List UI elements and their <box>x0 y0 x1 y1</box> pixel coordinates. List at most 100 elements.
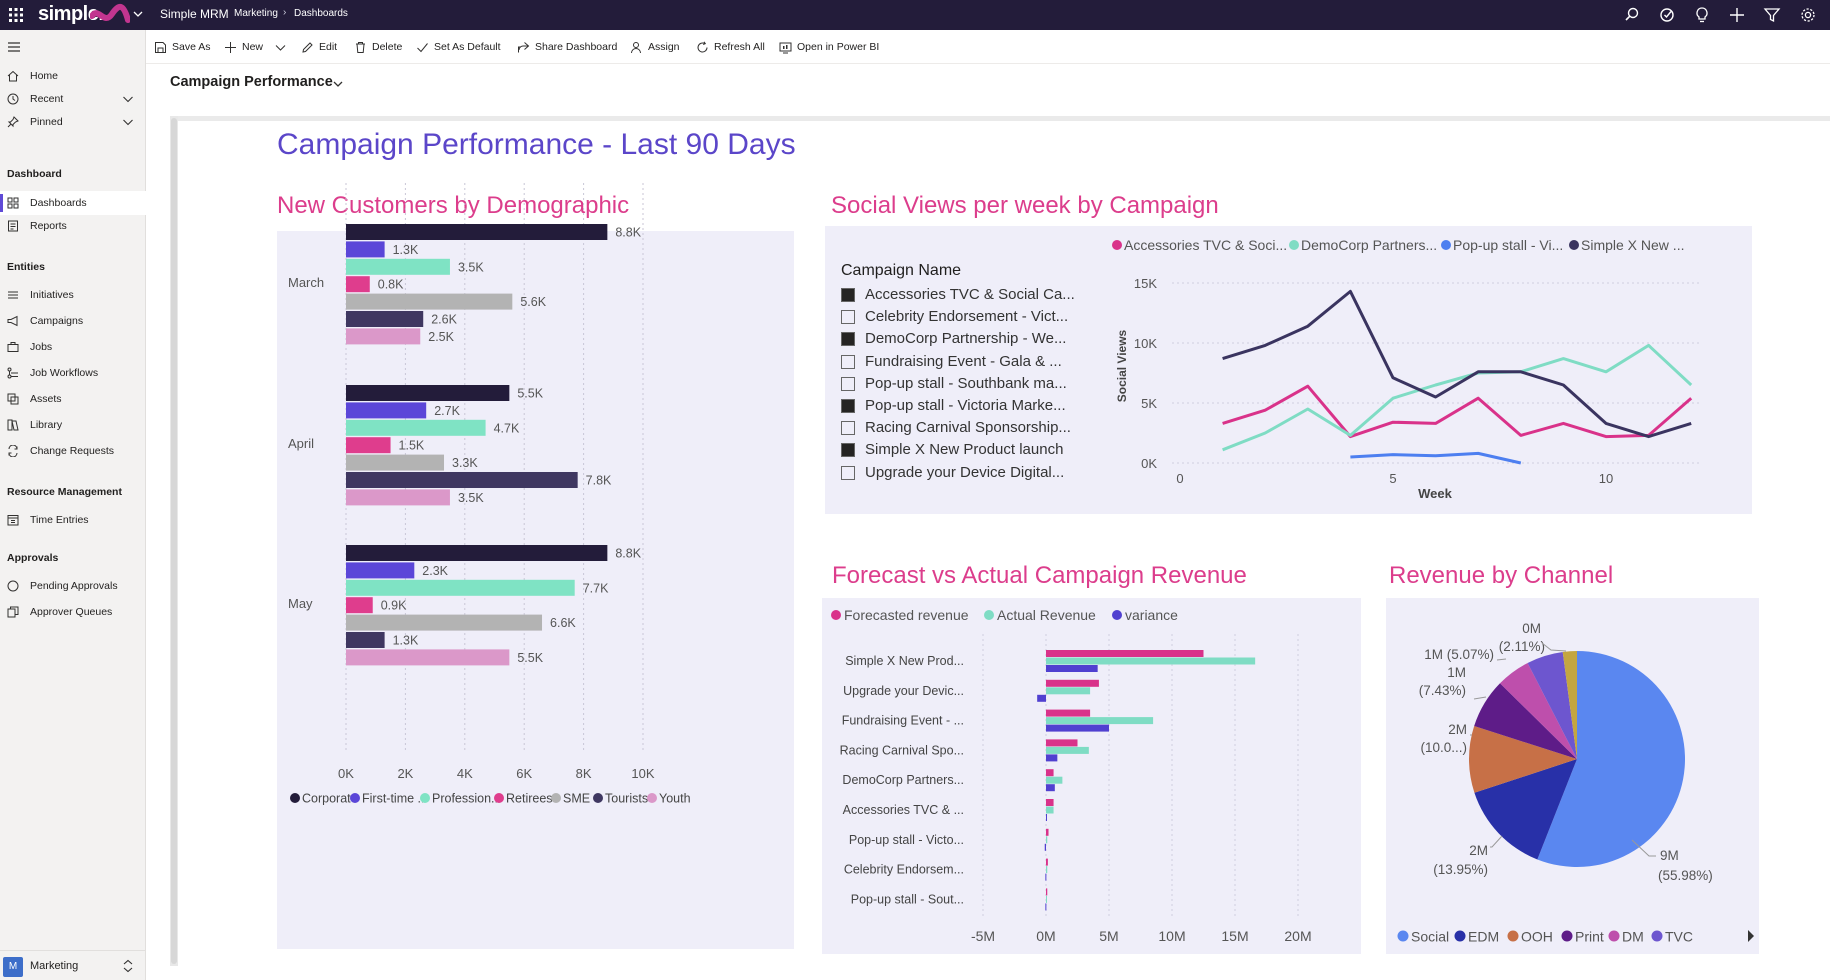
legend-label[interactable]: Tourists <box>605 792 648 806</box>
bar[interactable] <box>346 649 510 666</box>
legend-label[interactable]: Youth <box>659 792 691 806</box>
bar[interactable] <box>1046 724 1109 732</box>
app-launcher-icon[interactable] <box>8 7 24 23</box>
bar[interactable] <box>346 241 385 258</box>
chevron-down-icon[interactable] <box>274 41 287 54</box>
slicer-item[interactable]: Simple X New Product launch <box>841 440 1081 462</box>
bar[interactable] <box>346 597 373 614</box>
bar[interactable] <box>1046 739 1078 747</box>
filter-icon[interactable] <box>1762 5 1782 25</box>
bar[interactable] <box>1046 888 1048 896</box>
hamburger-menu-icon[interactable] <box>7 41 21 53</box>
sidebar-item-pending-approvals[interactable]: Pending Approvals <box>0 574 146 598</box>
slicer-item[interactable]: Pop-up stall - Victoria Marke... <box>841 396 1081 418</box>
legend-label[interactable]: variance <box>1125 607 1178 623</box>
bar[interactable] <box>346 437 391 454</box>
bar[interactable] <box>1046 679 1099 687</box>
bar[interactable] <box>1046 858 1048 866</box>
bar[interactable] <box>1046 828 1049 836</box>
bar[interactable] <box>1045 873 1047 881</box>
sidebar-item-dashboards[interactable]: Dashboards <box>0 191 146 215</box>
bar[interactable] <box>1046 657 1256 665</box>
pie-slice[interactable] <box>1474 759 1577 860</box>
edit-button[interactable]: Edit <box>301 39 337 55</box>
bar[interactable] <box>1037 694 1046 702</box>
sidebar-item-home[interactable]: Home <box>0 64 146 88</box>
sidebar-item-approver-queues[interactable]: Approver Queues <box>0 600 146 624</box>
bar[interactable] <box>1046 836 1048 844</box>
sidebar-item-recent[interactable]: Recent <box>0 87 146 111</box>
series-line[interactable] <box>1350 451 1522 465</box>
open-in-power-bi-button[interactable]: Open in Power BI <box>779 39 879 55</box>
legend-label[interactable]: DemoCorp Partners... <box>1301 237 1437 253</box>
legend-label[interactable]: Social <box>1411 929 1449 945</box>
checkbox-checked[interactable] <box>841 332 855 347</box>
pie-slice[interactable] <box>1474 683 1577 759</box>
legend-label[interactable]: Corporate <box>302 792 358 806</box>
sidebar-item-jobs[interactable]: Jobs <box>0 335 146 359</box>
legend-label[interactable]: Simple X New ... <box>1581 237 1684 253</box>
slicer-item[interactable]: Fundraising Event - Gala & ... <box>841 352 1081 374</box>
legend-label[interactable]: Pop-up stall - Vi... <box>1453 237 1563 253</box>
area-switcher[interactable]: M Marketing <box>0 950 146 980</box>
legend-label[interactable]: Print <box>1575 929 1604 945</box>
bar[interactable] <box>346 276 370 293</box>
pie-slice[interactable] <box>1562 651 1577 759</box>
sidebar-item-job-workflows[interactable]: Job Workflows <box>0 361 146 385</box>
app-name[interactable]: Simple MRM <box>160 7 229 21</box>
bar[interactable] <box>346 385 510 401</box>
legend-label[interactable]: Actual Revenue <box>997 607 1096 623</box>
delete-button[interactable]: Delete <box>354 39 402 55</box>
bar[interactable] <box>346 632 385 648</box>
new-button[interactable]: New <box>224 39 287 55</box>
bar[interactable] <box>1046 806 1054 814</box>
sidebar-item-change-requests[interactable]: Change Requests <box>0 439 146 463</box>
pie-slice[interactable] <box>1527 651 1577 759</box>
legend-label[interactable]: DM <box>1622 929 1644 945</box>
slicer-item[interactable]: Pop-up stall - Southbank ma... <box>841 374 1081 396</box>
slicer-item[interactable]: Celebrity Endorsement - Vict... <box>841 307 1081 329</box>
bar[interactable] <box>1046 665 1098 672</box>
legend-label[interactable]: OOH <box>1521 929 1553 945</box>
save-as-button[interactable]: Save As <box>154 39 211 55</box>
legend-label[interactable]: Retirees <box>506 792 553 806</box>
sidebar-item-reports[interactable]: Reports <box>0 214 146 238</box>
chevron-down-icon[interactable] <box>122 116 134 128</box>
bar[interactable] <box>1045 903 1047 911</box>
chevron-down-icon[interactable] <box>122 93 134 105</box>
checkbox-checked[interactable] <box>841 288 855 302</box>
bar[interactable] <box>346 328 421 345</box>
scrollbar-thumb[interactable] <box>171 118 177 964</box>
bar[interactable] <box>346 258 450 275</box>
assign-button[interactable]: Assign <box>630 39 680 55</box>
series-line[interactable] <box>1222 289 1692 439</box>
bar[interactable] <box>1046 650 1204 657</box>
bar[interactable] <box>346 472 578 488</box>
bar[interactable] <box>346 579 575 596</box>
bar[interactable] <box>1046 709 1091 717</box>
bar[interactable] <box>1046 784 1055 792</box>
checkbox-unchecked[interactable] <box>841 376 855 391</box>
bar[interactable] <box>1046 776 1063 784</box>
bar[interactable] <box>1046 799 1054 806</box>
pie-slice[interactable] <box>1500 662 1577 759</box>
bar[interactable] <box>1046 746 1089 754</box>
bar[interactable] <box>1046 717 1154 725</box>
sidebar-item-campaigns[interactable]: Campaigns <box>0 309 146 333</box>
chevron-down-icon[interactable] <box>332 78 344 90</box>
refresh-all-button[interactable]: Refresh All <box>696 39 765 55</box>
bar[interactable] <box>346 562 415 579</box>
legend-label[interactable]: Accessories TVC & Soci... <box>1124 237 1287 253</box>
slicer-item[interactable]: DemoCorp Partnership - We... <box>841 329 1081 351</box>
legend-label[interactable]: Profession... <box>432 792 501 806</box>
breadcrumb-area[interactable]: Marketing <box>234 8 278 19</box>
bar[interactable] <box>1046 769 1054 777</box>
brand-logo[interactable]: simple. <box>38 3 104 25</box>
slicer-item[interactable]: Racing Carnival Sponsorship... <box>841 418 1081 440</box>
checkbox-unchecked[interactable] <box>841 421 855 436</box>
search-icon[interactable] <box>1622 5 1642 25</box>
checkbox-unchecked[interactable] <box>841 354 855 369</box>
bar[interactable] <box>346 293 513 310</box>
breadcrumb-page[interactable]: Dashboards <box>294 8 348 19</box>
bar[interactable] <box>346 419 486 436</box>
